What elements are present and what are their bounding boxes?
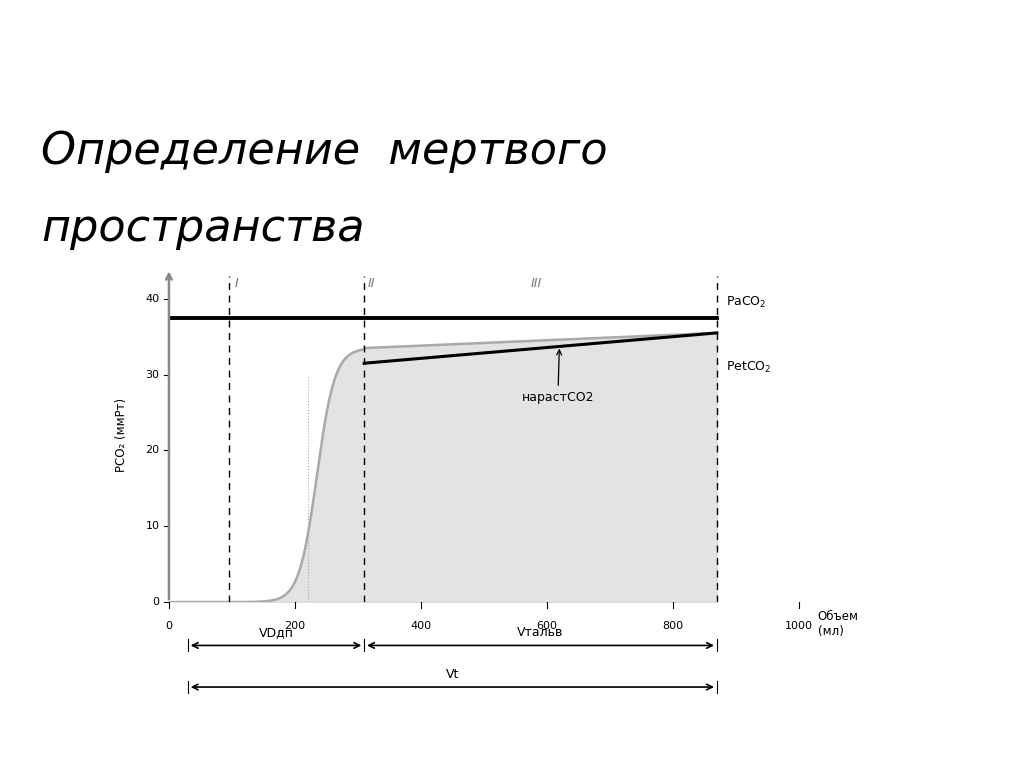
Text: 40: 40 bbox=[145, 294, 160, 304]
Text: Определение  мертвого: Определение мертвого bbox=[41, 130, 607, 173]
Text: 30: 30 bbox=[145, 370, 160, 380]
Text: 400: 400 bbox=[411, 621, 431, 631]
Text: 800: 800 bbox=[663, 621, 683, 631]
Text: Vтальв: Vтальв bbox=[517, 627, 563, 640]
Text: 0: 0 bbox=[166, 621, 172, 631]
Text: 200: 200 bbox=[285, 621, 305, 631]
Text: III: III bbox=[531, 277, 543, 290]
Text: PaCO$_2$: PaCO$_2$ bbox=[726, 295, 767, 310]
Text: пространства: пространства bbox=[41, 207, 365, 250]
Text: I: I bbox=[236, 277, 239, 290]
Text: 20: 20 bbox=[145, 446, 160, 456]
Text: 1000: 1000 bbox=[784, 621, 813, 631]
Text: PetCO$_2$: PetCO$_2$ bbox=[726, 360, 772, 374]
Text: VDдп: VDдп bbox=[258, 627, 294, 640]
Text: 600: 600 bbox=[537, 621, 557, 631]
Text: II: II bbox=[368, 277, 375, 290]
Text: 0: 0 bbox=[153, 597, 160, 607]
Text: Vt: Vt bbox=[445, 668, 459, 681]
Text: РСО₂ (ммРт): РСО₂ (ммРт) bbox=[116, 398, 128, 472]
Text: 10: 10 bbox=[145, 522, 160, 532]
Text: нарастСО2: нарастСО2 bbox=[521, 350, 594, 404]
Text: Объем
(мл): Объем (мл) bbox=[817, 610, 858, 637]
